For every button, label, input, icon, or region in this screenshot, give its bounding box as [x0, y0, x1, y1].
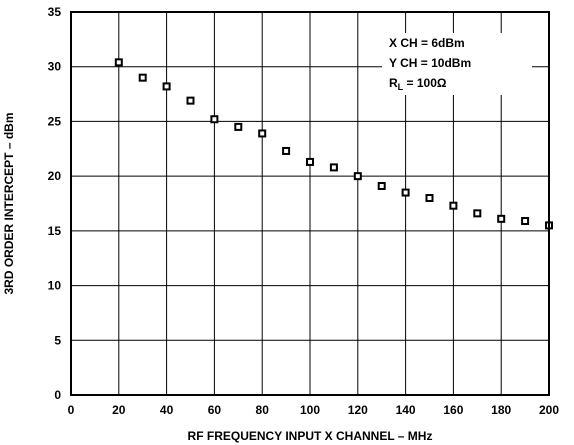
annotation-x-ch: X CH = 6dBm [389, 36, 465, 50]
condition-annotation: X CH = 6dBm Y CH = 10dBm RL = 100Ω [382, 33, 532, 95]
data-point [114, 58, 123, 67]
x-tick-label: 200 [539, 403, 559, 417]
y-tick-labels: 0 5 10 15 20 25 30 35 [48, 5, 62, 402]
x-tick-label: 120 [348, 403, 368, 417]
y-tick-label: 30 [48, 60, 62, 74]
x-tick-label: 60 [208, 403, 222, 417]
x-tick-label: 40 [160, 403, 174, 417]
data-point [329, 163, 338, 172]
data-point [353, 172, 362, 181]
y-tick-label: 15 [48, 224, 62, 238]
y-tick-label: 35 [48, 5, 62, 19]
data-point [186, 96, 195, 105]
y-tick-label: 10 [48, 279, 62, 293]
y-tick-label: 0 [54, 388, 61, 402]
x-tick-label: 160 [443, 403, 463, 417]
data-point [449, 201, 458, 210]
annotation-y-ch: Y CH = 10dBm [389, 56, 471, 70]
data-point [234, 122, 243, 131]
data-point [258, 129, 267, 138]
x-tick-label: 0 [68, 403, 75, 417]
y-tick-label: 25 [48, 114, 62, 128]
x-tick-labels: 0 20 40 60 80 100 120 140 160 180 200 [68, 403, 560, 417]
data-point [210, 115, 219, 124]
data-point [401, 188, 410, 197]
annotation-load: RL = 100Ω [389, 76, 447, 92]
data-point [425, 194, 434, 203]
y-tick-label: 5 [54, 333, 61, 347]
data-point [138, 73, 147, 82]
data-point [521, 217, 530, 226]
x-tick-label: 100 [300, 403, 320, 417]
data-point [162, 82, 171, 91]
x-tick-label: 140 [396, 403, 416, 417]
y-tick-label: 20 [48, 169, 62, 183]
plot-frame [70, 11, 550, 396]
x-axis-title: RF FREQUENCY INPUT X CHANNEL – MHz [188, 429, 433, 443]
x-tick-label: 20 [112, 403, 126, 417]
data-point [282, 146, 291, 155]
data-point [497, 214, 506, 223]
x-tick-label: 180 [491, 403, 511, 417]
data-point [306, 157, 314, 166]
data-point [377, 181, 386, 190]
x-tick-label: 80 [256, 403, 270, 417]
data-point [473, 209, 482, 218]
y-axis-title: 3RD ORDER INTERCEPT – dBm [2, 112, 16, 294]
